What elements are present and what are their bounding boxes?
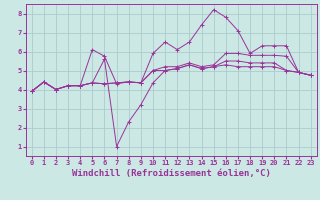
X-axis label: Windchill (Refroidissement éolien,°C): Windchill (Refroidissement éolien,°C) (72, 169, 271, 178)
